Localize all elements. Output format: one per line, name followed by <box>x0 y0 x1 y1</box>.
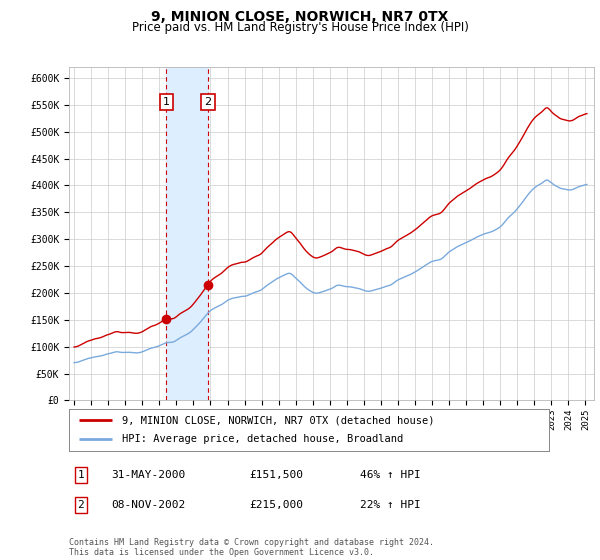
Text: 1: 1 <box>163 97 170 107</box>
Text: 9, MINION CLOSE, NORWICH, NR7 0TX: 9, MINION CLOSE, NORWICH, NR7 0TX <box>151 10 449 24</box>
Text: Contains HM Land Registry data © Crown copyright and database right 2024.
This d: Contains HM Land Registry data © Crown c… <box>69 538 434 557</box>
Text: 9, MINION CLOSE, NORWICH, NR7 0TX (detached house): 9, MINION CLOSE, NORWICH, NR7 0TX (detac… <box>122 415 434 425</box>
Text: 31-MAY-2000: 31-MAY-2000 <box>111 470 185 480</box>
Text: HPI: Average price, detached house, Broadland: HPI: Average price, detached house, Broa… <box>122 435 403 445</box>
Text: £151,500: £151,500 <box>249 470 303 480</box>
Text: 1: 1 <box>77 470 85 480</box>
Text: 2: 2 <box>77 500 85 510</box>
Text: 46% ↑ HPI: 46% ↑ HPI <box>360 470 421 480</box>
Bar <box>166 67 208 400</box>
Text: 22% ↑ HPI: 22% ↑ HPI <box>360 500 421 510</box>
Text: Price paid vs. HM Land Registry's House Price Index (HPI): Price paid vs. HM Land Registry's House … <box>131 21 469 34</box>
Text: £215,000: £215,000 <box>249 500 303 510</box>
Text: 2: 2 <box>205 97 211 107</box>
Text: 08-NOV-2002: 08-NOV-2002 <box>111 500 185 510</box>
